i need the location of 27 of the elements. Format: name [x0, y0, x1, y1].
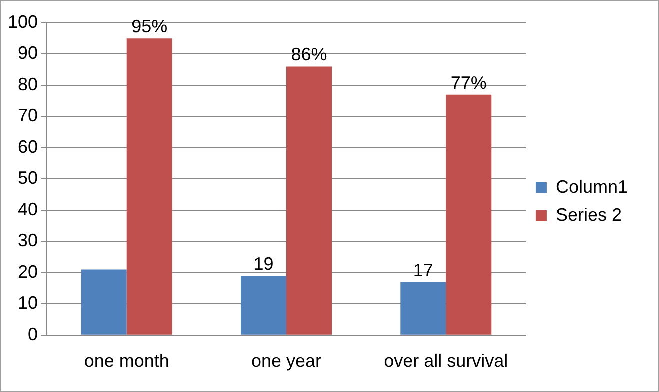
x-tick-label: one month — [84, 351, 170, 372]
y-tick-label: 60 — [18, 136, 38, 157]
bar — [400, 282, 446, 335]
y-tick-label: 0 — [28, 324, 38, 344]
y-tick-label: 10 — [18, 293, 38, 314]
legend-label: Series 2 — [556, 204, 622, 225]
bar — [446, 94, 492, 335]
y-tick-label: 80 — [18, 74, 38, 94]
legend-label: Column1 — [556, 176, 628, 197]
data-label: 19 — [254, 254, 274, 274]
data-label: 17 — [413, 260, 434, 280]
y-tick-label: 100 — [8, 12, 38, 32]
bar — [126, 38, 172, 335]
y-tick-label: 90 — [18, 43, 38, 64]
x-tick-label: over all survival — [384, 351, 508, 372]
bar — [241, 276, 286, 335]
y-tick-label: 50 — [18, 168, 38, 188]
bar — [286, 66, 332, 335]
y-tick-label: 20 — [18, 262, 38, 282]
y-tick-label: 40 — [18, 199, 38, 220]
bar — [81, 270, 127, 335]
data-label: 86% — [291, 44, 328, 65]
y-tick-label: 30 — [18, 230, 38, 251]
x-tick-label: one year — [251, 351, 322, 372]
data-label: 95% — [132, 16, 168, 37]
data-label: 77% — [450, 72, 487, 93]
y-tick-label: 70 — [18, 106, 38, 126]
